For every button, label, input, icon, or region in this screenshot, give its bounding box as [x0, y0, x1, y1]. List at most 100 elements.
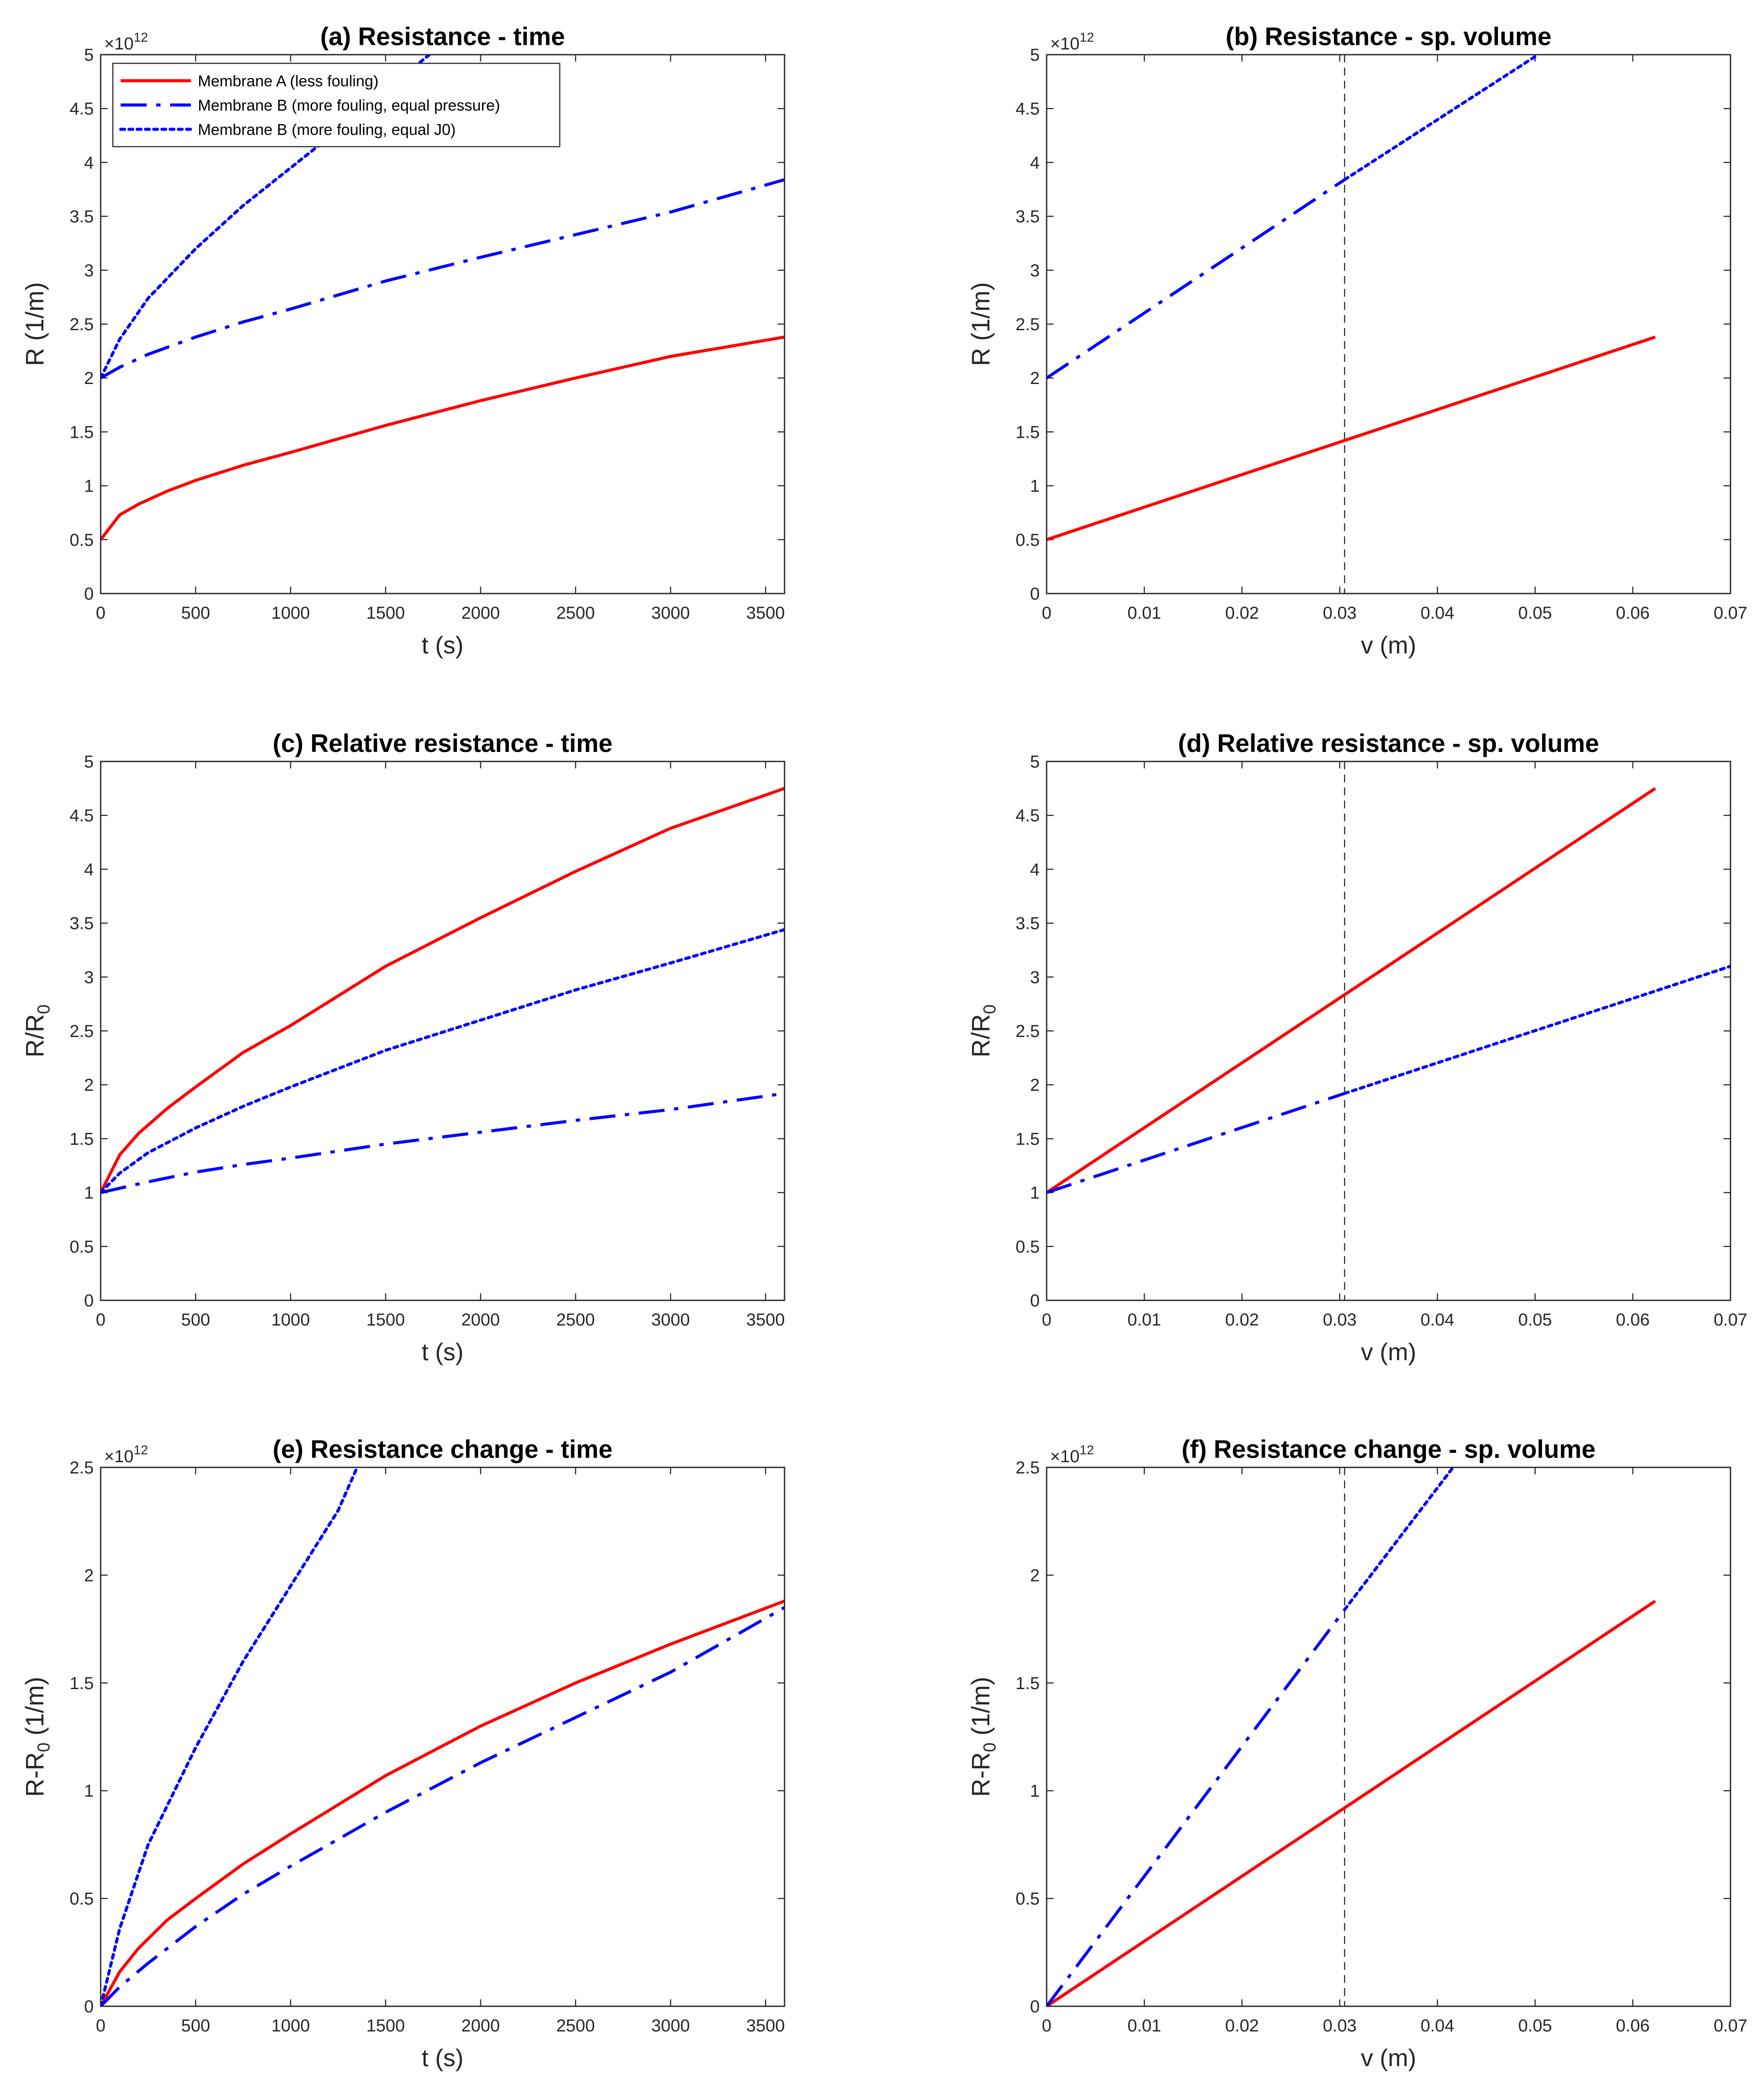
y-tick-label: 4 [1030, 860, 1040, 879]
x-tick-label: 0.05 [1518, 604, 1552, 623]
x-tick-label: 1500 [366, 604, 405, 623]
y-exponent-power: 12 [134, 1443, 148, 1457]
y-tick-label: 3 [84, 968, 94, 987]
x-tick-label: 2000 [461, 2016, 500, 2035]
plot-frame [100, 1467, 785, 2007]
y-tick-label: 2.5 [1015, 1458, 1040, 1477]
y-tick-label: 1 [1030, 1184, 1040, 1203]
y-tick-label: 0.5 [69, 1237, 94, 1257]
x-axis-label: t (s) [422, 2044, 463, 2071]
y-tick-label: 5 [1030, 46, 1040, 65]
x-tick-label: 0.02 [1225, 1310, 1259, 1329]
x-tick-label: 1000 [271, 2016, 310, 2035]
y-tick-label: 4.5 [1015, 806, 1040, 825]
chart-title: (a) Resistance - time [320, 23, 565, 51]
x-tick-label: 0.03 [1323, 604, 1356, 623]
x-tick-label: 0.04 [1421, 604, 1455, 623]
x-tick-label: 3000 [651, 604, 690, 623]
x-tick-label: 0.01 [1127, 2016, 1161, 2035]
chart-title: (e) Resistance change - time [273, 1435, 612, 1463]
x-tick-label: 0 [1042, 2016, 1051, 2035]
series-line-3 [1343, 965, 1730, 1095]
series-line-2 [1047, 1608, 1346, 2006]
plot-area [1047, 55, 1730, 594]
y-tick-label: 0 [84, 584, 94, 604]
x-tick-label: 0.01 [1127, 1310, 1161, 1329]
y-tick-label: 0 [1030, 584, 1040, 604]
plot-frame [1046, 1467, 1731, 2007]
y-label-main: R-R [967, 1752, 995, 1797]
series-line-1 [1047, 787, 1656, 1194]
x-tick-label: 1000 [271, 1310, 310, 1329]
y-exponent-base: ×10 [1050, 1447, 1080, 1466]
y-tick-label: 0.5 [1015, 1237, 1040, 1257]
y-tick-label: 1.5 [1015, 1674, 1040, 1693]
y-tick-label: 3 [1030, 968, 1040, 987]
y-tick-label: 0.5 [69, 1890, 94, 1909]
y-tick-label: 3 [1030, 261, 1040, 280]
x-tick-label: 0.05 [1518, 2016, 1552, 2035]
y-exponent: ×1012 [104, 30, 148, 53]
panel-a: 0 500 1000 1500 2000 2500 3000 3500 0 0.5 1 1.5 2 2.5… [21, 23, 785, 659]
x-tick-label: 0.03 [1323, 1310, 1356, 1329]
y-tick-label: 1.5 [1015, 1129, 1040, 1148]
series-line-3 [1343, 1467, 1455, 1611]
y-tick-label: 4 [84, 153, 94, 172]
y-label-main: R (1/m) [21, 282, 49, 366]
series-line-2 [101, 178, 785, 380]
y-tick-label: 2 [1030, 369, 1040, 388]
y-axis-label: R-R0 (1/m) [967, 1677, 999, 1797]
y-tick-label: 4 [84, 860, 94, 879]
panel-e: 0 500 1000 1500 2000 2500 3000 3500 0 0.5 1 1.5 2 2.5… [21, 1435, 785, 2071]
y-tick-label: 3 [84, 261, 94, 280]
y-tick-label: 3.5 [1015, 914, 1040, 933]
series-line-3 [101, 928, 785, 1194]
y-tick-label: 2.5 [1015, 315, 1040, 334]
x-tick-label: 2000 [461, 604, 500, 623]
y-tick-label: 5 [1030, 752, 1040, 771]
y-exponent: ×1012 [1050, 1443, 1094, 1466]
y-label-subscript: 0 [980, 1742, 999, 1752]
x-axis-label: v (m) [1361, 2044, 1416, 2071]
series-line-2 [1047, 178, 1346, 380]
y-tick-label: 2 [1030, 1566, 1040, 1585]
x-tick-label: 2500 [556, 2016, 595, 2035]
x-axis-label: t (s) [422, 631, 463, 659]
series-line-3 [1343, 55, 1540, 181]
plot-area [1047, 761, 1730, 1300]
y-tick-label: 2 [84, 1566, 94, 1585]
y-tick-label: 1 [84, 1184, 94, 1203]
y-tick-label: 3.5 [69, 914, 94, 933]
x-tick-label: 0.03 [1323, 2016, 1356, 2035]
x-tick-label: 0.06 [1616, 1310, 1650, 1329]
y-exponent-base: ×10 [104, 1447, 134, 1466]
y-axis-label: R/R0 [967, 1004, 999, 1057]
y-tick-label: 1 [1030, 1782, 1040, 1801]
y-tick-label: 5 [84, 752, 94, 771]
y-tick-label: 0.5 [1015, 1890, 1040, 1909]
x-tick-label: 1000 [271, 604, 310, 623]
y-exponent-power: 12 [1080, 30, 1094, 45]
y-tick-label: 0.5 [1015, 531, 1040, 550]
y-tick-label: 1.5 [69, 1129, 94, 1148]
y-tick-label: 2.5 [69, 1022, 94, 1041]
y-tick-label: 2.5 [1015, 1022, 1040, 1041]
y-tick-label: 3.5 [69, 207, 94, 226]
y-tick-label: 4.5 [1015, 99, 1040, 118]
panel-b: 0 0.01 0.02 0.03 0.04 0.05 0.06 0.07 0 0.5 1 1.5 2 2.… [967, 23, 1747, 659]
series-line-1 [101, 335, 785, 541]
chart-title: (f) Resistance change - sp. volume [1182, 1435, 1596, 1463]
x-tick-label: 2500 [556, 604, 595, 623]
y-label-main: R/R [21, 1014, 49, 1057]
x-tick-label: 0 [1042, 1310, 1051, 1329]
series-line-3 [101, 1467, 359, 2006]
series-line-1 [1047, 335, 1656, 541]
legend-label-1: Membrane A (less fouling) [198, 72, 378, 90]
y-label-suffix: (1/m) [967, 1677, 995, 1742]
plot-area [101, 1467, 785, 2006]
y-tick-label: 2 [84, 1076, 94, 1095]
y-tick-label: 1 [84, 477, 94, 496]
legend-label-2: Membrane B (more fouling, equal pressure… [198, 96, 500, 114]
y-tick-label: 0.5 [69, 531, 94, 550]
y-label-subscript: 0 [34, 1004, 53, 1014]
